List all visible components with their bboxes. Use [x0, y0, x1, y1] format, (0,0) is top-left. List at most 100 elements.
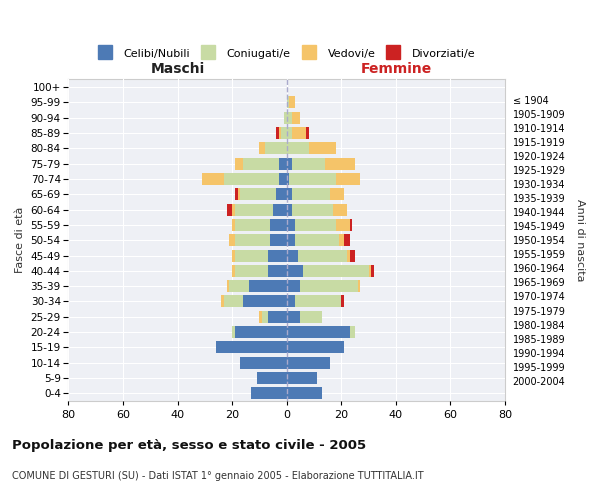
- Bar: [292, 112, 301, 124]
- Bar: [325, 158, 355, 170]
- Bar: [281, 127, 287, 139]
- Bar: [287, 265, 303, 277]
- Bar: [287, 112, 292, 124]
- Bar: [278, 173, 287, 185]
- Bar: [292, 158, 325, 170]
- Bar: [336, 219, 350, 231]
- Bar: [235, 265, 268, 277]
- Bar: [232, 265, 235, 277]
- Bar: [287, 173, 289, 185]
- Bar: [227, 204, 232, 216]
- Text: Popolazione per età, sesso e stato civile - 2005: Popolazione per età, sesso e stato civil…: [12, 440, 366, 452]
- Bar: [287, 250, 298, 262]
- Bar: [338, 234, 344, 246]
- Text: Maschi: Maschi: [151, 62, 205, 76]
- Bar: [336, 173, 361, 185]
- Bar: [278, 127, 281, 139]
- Bar: [221, 296, 224, 308]
- Bar: [202, 173, 224, 185]
- Bar: [331, 188, 344, 200]
- Text: Femmine: Femmine: [360, 62, 431, 76]
- Bar: [287, 388, 322, 400]
- Bar: [224, 296, 243, 308]
- Bar: [287, 127, 292, 139]
- Bar: [350, 250, 355, 262]
- Bar: [232, 219, 235, 231]
- Bar: [216, 342, 287, 353]
- Text: COMUNE DI GESTURI (SU) - Dati ISTAT 1° gennaio 2005 - Elaborazione TUTTITALIA.IT: COMUNE DI GESTURI (SU) - Dati ISTAT 1° g…: [12, 471, 424, 481]
- Bar: [235, 326, 287, 338]
- Y-axis label: Fasce di età: Fasce di età: [15, 207, 25, 274]
- Bar: [235, 188, 238, 200]
- Bar: [289, 96, 295, 108]
- Bar: [358, 280, 361, 292]
- Bar: [301, 311, 322, 322]
- Bar: [303, 265, 368, 277]
- Bar: [368, 265, 371, 277]
- Bar: [262, 311, 268, 322]
- Bar: [235, 250, 268, 262]
- Bar: [287, 96, 289, 108]
- Bar: [287, 280, 301, 292]
- Bar: [268, 311, 287, 322]
- Bar: [344, 234, 350, 246]
- Bar: [271, 234, 287, 246]
- Bar: [235, 219, 271, 231]
- Bar: [298, 250, 347, 262]
- Bar: [268, 265, 287, 277]
- Bar: [235, 234, 271, 246]
- Bar: [232, 250, 235, 262]
- Bar: [273, 204, 287, 216]
- Bar: [241, 188, 276, 200]
- Bar: [287, 234, 295, 246]
- Bar: [259, 142, 265, 154]
- Bar: [287, 142, 308, 154]
- Bar: [289, 173, 336, 185]
- Bar: [232, 326, 235, 338]
- Bar: [341, 296, 344, 308]
- Bar: [248, 280, 287, 292]
- Bar: [229, 280, 248, 292]
- Bar: [287, 356, 331, 368]
- Bar: [287, 158, 292, 170]
- Legend: Celibi/Nubili, Coniugati/e, Vedovi/e, Divorziati/e: Celibi/Nubili, Coniugati/e, Vedovi/e, Di…: [94, 44, 480, 64]
- Bar: [292, 204, 333, 216]
- Bar: [287, 372, 317, 384]
- Bar: [243, 158, 278, 170]
- Bar: [287, 342, 344, 353]
- Bar: [235, 204, 273, 216]
- Bar: [241, 356, 287, 368]
- Bar: [268, 250, 287, 262]
- Bar: [350, 326, 355, 338]
- Bar: [232, 204, 235, 216]
- Bar: [350, 219, 352, 231]
- Bar: [295, 234, 338, 246]
- Bar: [308, 142, 336, 154]
- Bar: [243, 296, 287, 308]
- Bar: [276, 188, 287, 200]
- Bar: [292, 127, 306, 139]
- Bar: [257, 372, 287, 384]
- Bar: [235, 158, 243, 170]
- Bar: [227, 280, 229, 292]
- Bar: [287, 326, 350, 338]
- Bar: [292, 188, 331, 200]
- Bar: [295, 219, 336, 231]
- Bar: [271, 219, 287, 231]
- Bar: [371, 265, 374, 277]
- Bar: [278, 158, 287, 170]
- Bar: [333, 204, 347, 216]
- Bar: [229, 234, 235, 246]
- Bar: [238, 188, 241, 200]
- Bar: [251, 388, 287, 400]
- Bar: [276, 127, 278, 139]
- Bar: [287, 188, 292, 200]
- Bar: [284, 112, 287, 124]
- Y-axis label: Anni di nascita: Anni di nascita: [575, 199, 585, 281]
- Bar: [295, 296, 341, 308]
- Bar: [265, 142, 287, 154]
- Bar: [287, 204, 292, 216]
- Bar: [259, 311, 262, 322]
- Bar: [301, 280, 358, 292]
- Bar: [287, 311, 301, 322]
